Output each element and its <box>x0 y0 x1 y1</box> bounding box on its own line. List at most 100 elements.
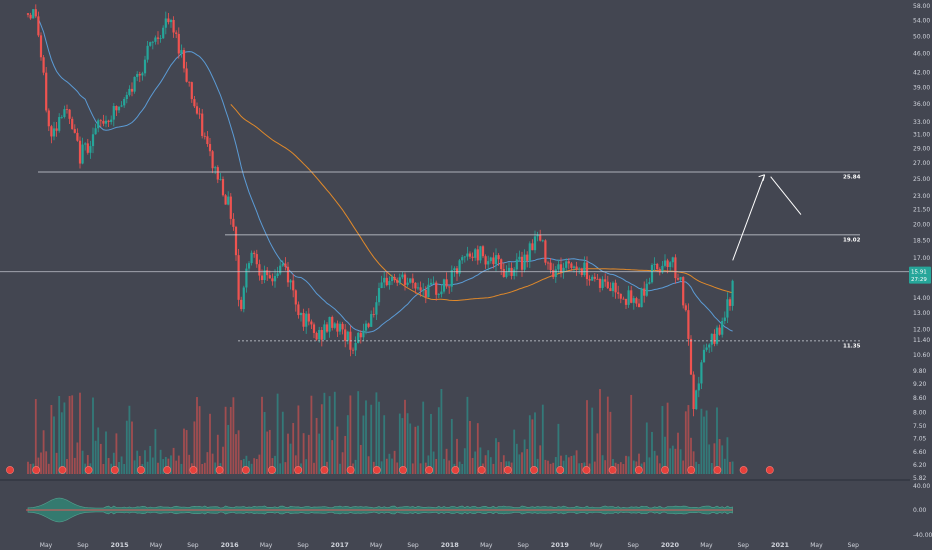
candle-body <box>377 288 381 303</box>
candle-body <box>336 323 339 332</box>
volume-bar <box>313 462 315 474</box>
volume-bar <box>58 395 61 474</box>
price-tick-label: 20.00 <box>913 222 930 229</box>
volume-bar <box>370 404 373 474</box>
volume-bar <box>450 418 453 474</box>
volume-bar <box>474 451 477 474</box>
volume-bar <box>125 420 128 474</box>
time-tick-label: Sep <box>517 542 529 549</box>
candle-body <box>60 116 63 118</box>
volume-bar <box>271 458 274 474</box>
candle-body <box>624 298 628 305</box>
candle-body <box>609 288 612 292</box>
candle-body <box>310 321 313 325</box>
volume-bar <box>320 404 323 474</box>
volume-bar <box>479 447 482 474</box>
volume-bar <box>136 450 139 474</box>
candle-body <box>221 179 225 196</box>
volume-bar <box>393 450 396 474</box>
volume-bar <box>586 400 588 474</box>
candle-body <box>513 269 516 276</box>
volume-bar <box>170 455 172 474</box>
candle-body <box>541 240 544 242</box>
projection-layer <box>732 174 802 261</box>
volume-bar <box>632 460 635 474</box>
volume-bar <box>172 447 175 474</box>
candle-body <box>307 313 310 322</box>
candle-body <box>697 383 700 391</box>
volume-bar <box>554 457 557 474</box>
candle-body <box>107 120 110 122</box>
candle-body <box>263 270 266 281</box>
volume-bar <box>310 395 313 474</box>
dividend-badge-icon <box>451 466 460 474</box>
candle-body <box>494 255 498 265</box>
candle-body <box>71 118 74 130</box>
candle-body <box>445 279 448 287</box>
candle-body <box>354 343 357 351</box>
volume-bar <box>73 457 76 474</box>
volume-bar <box>497 442 500 474</box>
arrow-head-icon <box>758 174 766 181</box>
volume-bar <box>713 443 716 474</box>
candle-body <box>601 279 604 288</box>
volume-bar <box>669 448 672 474</box>
volume-bar <box>432 451 435 474</box>
candle-body <box>692 374 695 410</box>
volume-bar <box>250 463 253 474</box>
volume-bar <box>440 389 443 474</box>
candle-body <box>169 19 173 23</box>
volume-bar <box>222 446 224 474</box>
volume-bar <box>476 423 479 474</box>
candle-body <box>567 261 570 264</box>
candle-body <box>344 329 347 341</box>
candle-body <box>489 257 492 262</box>
candle-body <box>375 302 378 315</box>
candle-body <box>58 117 61 131</box>
volume-bar <box>159 449 162 474</box>
volume-bar <box>677 432 679 474</box>
volume-bar <box>487 450 490 474</box>
volume-bar <box>430 413 432 474</box>
price-tick-label: 58.00 <box>913 3 930 10</box>
volume-bar <box>118 461 120 474</box>
volume-bar <box>81 450 84 474</box>
candle-body <box>663 260 667 266</box>
time-tick-label: May <box>370 542 383 549</box>
volume-bar <box>419 463 422 474</box>
candle-body <box>390 276 394 282</box>
volume-bar <box>154 429 157 474</box>
volume-bar <box>86 455 89 474</box>
volume-bar <box>34 399 37 474</box>
candle-body <box>201 113 204 136</box>
candle-body <box>559 264 563 273</box>
candle-body <box>258 264 261 276</box>
time-tick-label: 2021 <box>771 541 790 549</box>
candle-body <box>97 120 100 129</box>
candle-body <box>713 333 716 344</box>
candle-body <box>731 280 734 306</box>
candle-body <box>533 236 537 251</box>
oscillator-tick-label: 0.00 <box>913 507 927 514</box>
candle-body <box>471 256 474 258</box>
dividend-badge-icon <box>765 466 774 474</box>
volume-bar <box>518 454 521 474</box>
candle-body <box>273 276 277 282</box>
volume-bar <box>305 459 308 474</box>
volume-bar <box>328 396 331 474</box>
candle-body <box>500 259 503 269</box>
candle-body <box>104 120 108 124</box>
candle-body <box>528 243 531 261</box>
volume-bar <box>253 458 256 474</box>
volume-bar <box>385 458 388 474</box>
candle-body <box>136 74 139 77</box>
ma-fast-line <box>37 18 733 333</box>
candle-body <box>526 254 529 261</box>
dividend-badge-icon <box>582 466 591 474</box>
candle-body <box>130 88 134 92</box>
volume-bar <box>336 426 339 474</box>
volume-bar <box>42 430 45 474</box>
candle-body <box>414 282 417 289</box>
candle-body <box>531 243 534 251</box>
